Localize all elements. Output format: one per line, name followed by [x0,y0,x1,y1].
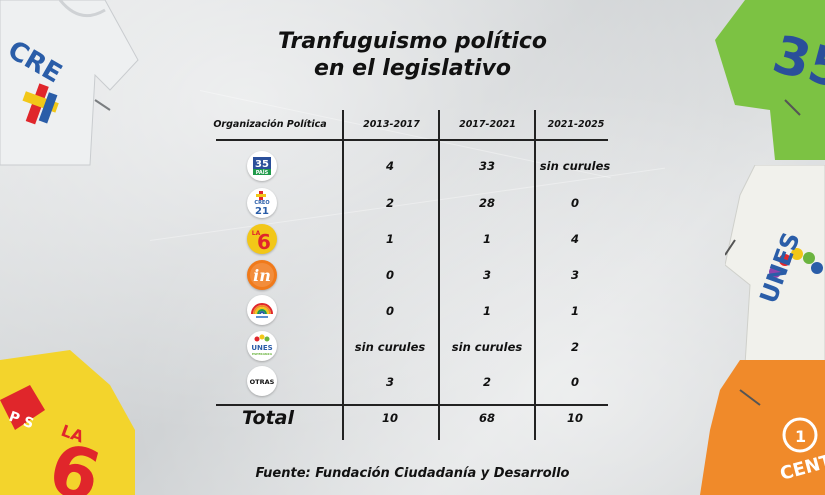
cell-unes-2017: sin curules [451,340,523,354]
cell-id-2017: 3 [482,268,491,282]
total-label: Total [242,407,294,429]
cell-id-2013: 0 [385,268,394,282]
otras-logo: OTRAS [247,366,277,396]
cell-rainbow-2017: 1 [482,304,491,318]
pais-logo-word: PAÍS [256,168,269,176]
column-divider [534,110,536,440]
header-2017-2021: 2017-2021 [459,119,516,130]
otras-logo-word: OTRAS [250,378,275,386]
creo-logo: CREO 21 [247,188,277,218]
creo-logo-number: 21 [255,206,269,217]
cell-pais-2021: sin curules [539,159,611,173]
cell-unes-2013: sin curules [354,340,426,354]
pais-logo-number: 35 [255,159,269,170]
cell-creo-2017: 28 [478,196,495,210]
header-divider [216,139,608,141]
cell-total-2013: 10 [381,411,398,425]
cell-total-2017: 68 [478,411,495,425]
rainbow-logo [247,295,277,325]
unes-logo: UNES ESPERANZA [247,331,277,361]
creo-logo-word: CREO [254,200,269,206]
svg-text:1: 1 [795,427,806,446]
la-6-logo: LA 6 [247,224,277,254]
header-2021-2025: 2021-2025 [547,119,605,130]
la6-shirt-image: P S LA 6 [0,350,135,495]
alianza-pais-logo: 35 PAÍS [247,151,277,181]
cell-unes-2021: 2 [570,340,579,354]
id-logo-word: in [253,266,271,285]
title-line-2: en el legislativo [313,56,512,81]
cell-total-2021: 10 [566,411,583,425]
chart-title: Tranfuguismo político en el legislativo [0,28,825,82]
cell-creo-2021: 0 [570,196,579,210]
cell-otras-2017: 2 [482,375,491,389]
creo-shirt-image: CRE [0,0,139,166]
cell-la6-2021: 4 [570,232,579,246]
header-organizacion: Organización Política [213,119,327,130]
unes-logo-subword: ESPERANZA [252,352,273,356]
total-divider [216,404,608,406]
cell-pais-2013: 4 [385,159,394,173]
cell-la6-2013: 1 [385,232,394,246]
la6-logo-word: LA [252,230,261,237]
column-divider [342,110,344,440]
cell-creo-2013: 2 [385,196,394,210]
cell-otras-2021: 0 [570,375,579,389]
header-2013-2017: 2013-2017 [363,119,420,130]
id-logo: in [247,260,277,290]
source-note: Fuente: Fundación Ciudadanía y Desarroll… [255,466,570,481]
la6-logo-number: 6 [257,230,271,254]
cell-id-2021: 3 [570,268,579,282]
cell-rainbow-2021: 1 [570,304,579,318]
title-line-1: Tranfuguismo político [277,29,548,54]
unes-shirt-image: UNES [725,165,825,366]
cell-la6-2017: 1 [482,232,491,246]
unes-logo-word: UNES [251,344,272,352]
centro-shirt-image: 1 CENTR [700,360,825,495]
column-divider [438,110,440,440]
cell-pais-2017: 33 [478,159,495,173]
cell-rainbow-2013: 0 [385,304,394,318]
pais-shirt-image: 35 [715,0,825,160]
cell-otras-2013: 3 [385,375,394,389]
